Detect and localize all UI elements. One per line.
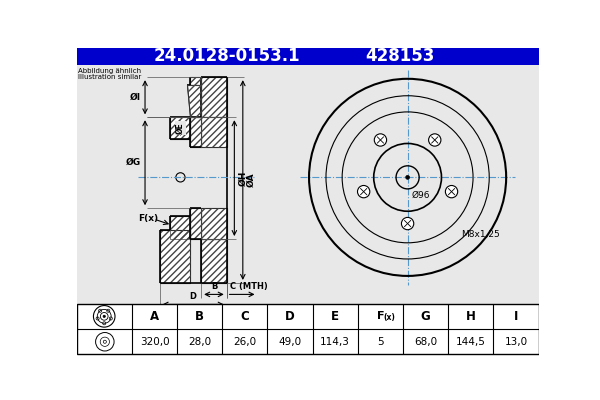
Text: C: C	[241, 310, 249, 323]
Text: ØE: ØE	[176, 122, 185, 134]
Polygon shape	[170, 216, 190, 239]
Text: 28,0: 28,0	[188, 337, 211, 347]
Bar	[77, 304, 539, 354]
Bar	[77, 48, 539, 65]
Text: D: D	[190, 292, 197, 301]
Text: ØG: ØG	[126, 158, 141, 167]
Polygon shape	[201, 208, 227, 239]
Text: 68,0: 68,0	[414, 337, 437, 347]
Polygon shape	[201, 77, 227, 117]
Text: M8x1,25: M8x1,25	[461, 230, 500, 239]
Text: ØI: ØI	[130, 93, 141, 102]
Polygon shape	[113, 331, 119, 352]
Text: 320,0: 320,0	[140, 337, 169, 347]
Circle shape	[428, 134, 441, 146]
Text: A: A	[150, 310, 159, 323]
Polygon shape	[201, 117, 227, 146]
Text: 428153: 428153	[365, 48, 434, 66]
Text: H: H	[466, 310, 476, 323]
Text: E: E	[331, 310, 339, 323]
Polygon shape	[190, 208, 201, 239]
Text: F(x): F(x)	[138, 214, 158, 224]
Text: 49,0: 49,0	[278, 337, 302, 347]
Text: 114,3: 114,3	[320, 337, 350, 347]
Polygon shape	[160, 230, 190, 283]
Circle shape	[103, 315, 106, 318]
Text: Illustration similar: Illustration similar	[78, 74, 141, 80]
Bar	[77, 65, 539, 304]
Polygon shape	[190, 117, 201, 146]
Polygon shape	[170, 117, 190, 139]
Text: B: B	[195, 310, 204, 323]
Polygon shape	[190, 77, 201, 85]
Text: Abbildung ähnlich: Abbildung ähnlich	[78, 68, 141, 74]
Polygon shape	[201, 239, 227, 283]
Circle shape	[358, 186, 370, 198]
Text: B: B	[211, 282, 217, 290]
Circle shape	[445, 186, 458, 198]
Text: D: D	[285, 310, 295, 323]
Text: 24.0128-0153.1: 24.0128-0153.1	[154, 48, 300, 66]
Text: (x): (x)	[383, 313, 395, 322]
Text: I: I	[514, 310, 518, 323]
Text: F: F	[377, 311, 384, 321]
Text: ØA: ØA	[247, 173, 256, 187]
Text: 5: 5	[377, 337, 384, 347]
Text: G: G	[421, 310, 430, 323]
Text: 26,0: 26,0	[233, 337, 256, 347]
Text: ØH: ØH	[238, 170, 247, 186]
Circle shape	[406, 176, 410, 179]
Circle shape	[401, 218, 414, 230]
Text: 13,0: 13,0	[505, 337, 527, 347]
Text: 144,5: 144,5	[456, 337, 485, 347]
Circle shape	[374, 134, 386, 146]
Text: C (MTH): C (MTH)	[230, 282, 268, 290]
Text: Ø96: Ø96	[412, 191, 430, 200]
Polygon shape	[187, 85, 201, 117]
